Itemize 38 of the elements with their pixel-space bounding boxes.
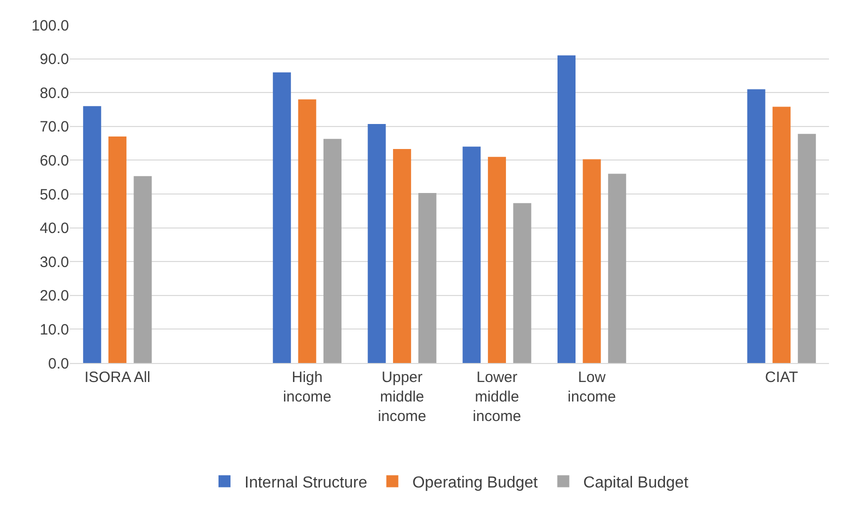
- bar: [798, 134, 816, 363]
- bar: [83, 106, 102, 363]
- y-tick-label: 20.0: [40, 288, 69, 305]
- x-tick-label: ISORA All: [84, 369, 150, 386]
- y-tick-label: 40.0: [40, 220, 69, 238]
- bar: [558, 55, 576, 363]
- bar: [134, 176, 152, 363]
- y-tick-label: 0.0: [48, 355, 69, 372]
- y-tick-label: 100.0: [31, 17, 69, 34]
- bar: [418, 192, 436, 363]
- x-tick-label: Upper middle income: [378, 369, 426, 425]
- legend-label: Operating Budget: [412, 474, 538, 492]
- bar: [513, 203, 532, 363]
- x-tick-label: CIAT: [765, 369, 798, 386]
- x-tick-label: Low income: [568, 369, 616, 406]
- bar: [393, 149, 412, 363]
- bar: [488, 156, 506, 363]
- x-tick-label: High income: [283, 369, 332, 406]
- bar: [272, 72, 291, 363]
- bar: [323, 138, 342, 363]
- bar: [298, 99, 316, 363]
- y-tick-label: 90.0: [40, 51, 69, 68]
- y-tick-label: 30.0: [40, 254, 69, 271]
- bar: [462, 146, 481, 363]
- bar: [108, 136, 126, 363]
- y-tick-label: 70.0: [40, 118, 69, 136]
- x-tick-label: Lower middle income: [472, 369, 522, 425]
- bar: [582, 159, 601, 363]
- y-tick-label: 80.0: [40, 84, 69, 102]
- bar: [608, 174, 626, 363]
- y-tick-label: 10.0: [40, 321, 69, 338]
- bar: [772, 106, 791, 363]
- legend-label: Internal Structure: [244, 474, 368, 492]
- y-tick-label: 60.0: [40, 152, 69, 170]
- bar: [747, 89, 766, 363]
- y-tick-label: 50.0: [40, 186, 69, 204]
- bar: [368, 124, 386, 363]
- legend-label: Capital Budget: [583, 474, 689, 492]
